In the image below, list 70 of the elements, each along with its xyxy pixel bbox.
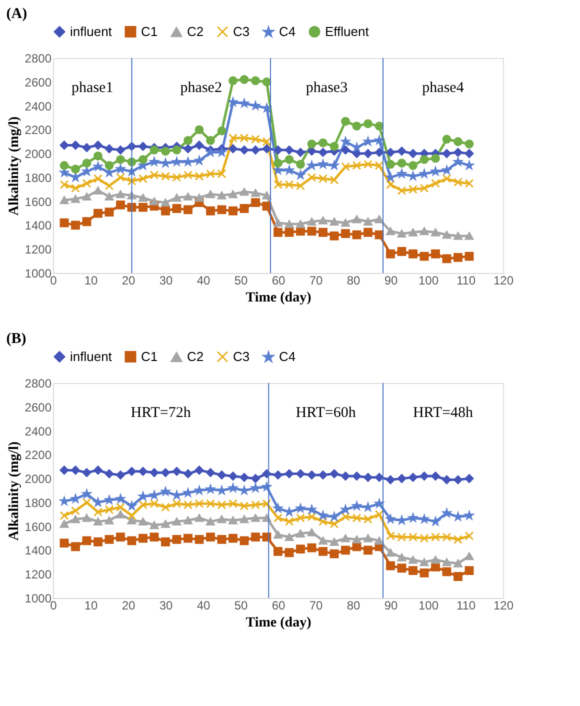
annotation: phase1 (72, 80, 114, 96)
legend-label: C2 (187, 24, 204, 40)
x-tick-label: 20 (122, 274, 136, 288)
x-tick-label: 100 (418, 274, 439, 288)
x-axis-title: Time (day) (246, 290, 312, 306)
x-tick-label: 110 (456, 274, 476, 288)
y-tick-label: 1400 (24, 218, 52, 233)
legend-label: C1 (141, 348, 158, 364)
chart-title: (A) (6, 6, 28, 22)
legend-label: C2 (187, 349, 204, 364)
y-tick-label: 1400 (24, 544, 52, 558)
y-tick-label: 1000 (24, 592, 52, 606)
y-tick-label: 2600 (24, 75, 52, 90)
y-tick-label: 1200 (24, 568, 52, 582)
x-axis-title: Time (day) (246, 616, 312, 630)
x-tick-label: 60 (272, 598, 286, 612)
annotation: phase2 (180, 80, 222, 96)
x-tick-label: 100 (418, 598, 439, 612)
x-tick-label: 10 (84, 274, 98, 288)
y-axis-title: Alkalinity (mg/l) (6, 116, 22, 216)
x-tick-label: 120 (493, 598, 514, 612)
y-tick-label: 2400 (24, 424, 52, 438)
x-tick-label: 80 (346, 274, 360, 288)
x-tick-label: 40 (196, 598, 210, 612)
y-tick-label: 2000 (24, 147, 52, 162)
annotation: phase4 (422, 80, 464, 96)
y-tick-label: 2800 (24, 52, 52, 66)
x-tick-label: 40 (196, 274, 210, 288)
y-tick-label: 1800 (24, 170, 52, 185)
legend-label: C3 (233, 24, 250, 39)
x-tick-label: 70 (309, 598, 323, 612)
y-tick-label: 2400 (24, 99, 52, 114)
x-tick-label: 80 (346, 598, 360, 612)
legend-label: C1 (141, 24, 158, 39)
y-tick-label: 1600 (24, 520, 52, 534)
legend-label: influent (70, 348, 112, 364)
y-tick-label: 1000 (24, 266, 52, 280)
x-tick-label: 30 (159, 598, 173, 612)
x-tick-label: 70 (309, 274, 323, 288)
x-tick-label: 60 (272, 274, 286, 288)
chart-title: (B) (6, 331, 26, 347)
annotation: HRT=48h (412, 405, 474, 421)
y-tick-label: 2200 (24, 448, 52, 462)
y-tick-label: 2800 (24, 376, 52, 390)
y-tick-label: 2200 (24, 123, 52, 138)
x-tick-label: 50 (234, 274, 248, 288)
y-tick-label: 1200 (24, 242, 52, 257)
annotation: HRT=72h (130, 405, 192, 421)
x-tick-label: 0 (50, 598, 58, 612)
legend-label: C3 (233, 348, 250, 364)
legend-label: C4 (279, 24, 296, 40)
legend-label: influent (70, 24, 112, 39)
x-tick-label: 0 (50, 274, 58, 288)
legend-label: Effluent (325, 24, 370, 39)
x-tick-label: 120 (493, 274, 514, 288)
x-tick-label: 90 (384, 274, 398, 288)
x-tick-label: 110 (456, 598, 476, 612)
x-tick-label: 30 (159, 274, 173, 288)
y-tick-label: 1800 (24, 496, 52, 510)
x-tick-label: 10 (84, 598, 98, 612)
annotation: phase3 (306, 80, 348, 96)
x-tick-label: 50 (234, 598, 248, 612)
x-tick-label: 90 (384, 598, 398, 612)
legend-label: C4 (279, 349, 296, 364)
annotation: HRT=60h (296, 405, 356, 421)
y-tick-label: 2600 (24, 400, 52, 414)
y-axis-title: Alkalinity (mg/l) (6, 441, 22, 541)
y-tick-label: 1600 (24, 194, 52, 209)
x-tick-label: 20 (122, 598, 136, 612)
y-tick-label: 2000 (24, 472, 52, 486)
